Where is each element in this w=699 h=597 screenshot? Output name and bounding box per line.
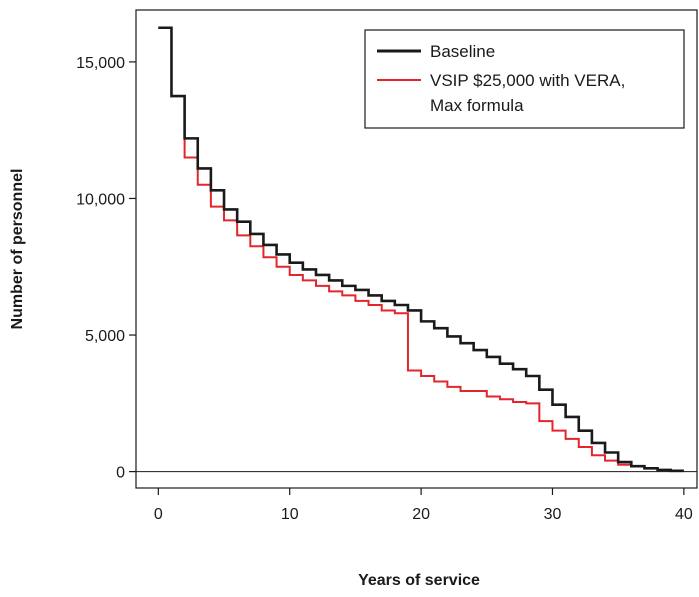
plot-frame (135, 9, 698, 489)
y-tick-label: 5,000 (85, 328, 125, 345)
series-vsip-line (158, 26, 684, 472)
y-tick-label: 15,000 (76, 55, 125, 72)
series-baseline-line (158, 26, 684, 473)
series-layer (158, 26, 684, 473)
x-axis: 0 10 20 30 40 (154, 488, 693, 523)
x-tick-label: 0 (154, 506, 163, 523)
x-axis-title: Years of service (358, 572, 480, 589)
plot-area (135, 9, 698, 489)
x-tick-label: 20 (412, 506, 430, 523)
x-tick-label: 10 (281, 506, 299, 523)
legend-label-vsip-line1: VSIP $25,000 with VERA, (430, 71, 625, 90)
y-tick-label: 0 (116, 465, 125, 482)
y-axis-title: Number of personnel (9, 169, 26, 330)
legend-label-baseline: Baseline (430, 42, 495, 61)
x-tick-label: 30 (544, 506, 562, 523)
legend-label-vsip-line2: Max formula (430, 96, 524, 115)
y-tick-label: 10,000 (76, 191, 125, 208)
x-tick-label: 40 (675, 506, 693, 523)
legend: Baseline VSIP $25,000 with VERA, Max for… (364, 29, 685, 129)
y-axis: 0 5,000 10,000 15,000 (76, 55, 136, 482)
